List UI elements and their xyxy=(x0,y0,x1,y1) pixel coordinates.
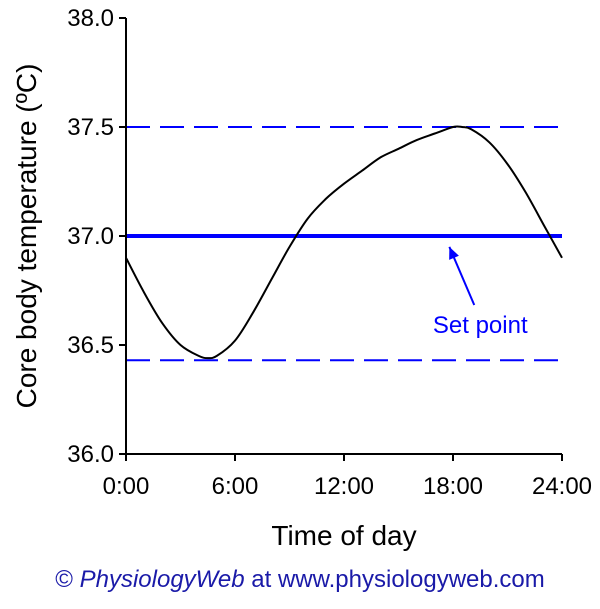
x-tick-label: 18:00 xyxy=(423,473,483,500)
x-tick-label: 6:00 xyxy=(212,473,259,500)
x-axis-title: Time of day xyxy=(271,520,416,551)
set-point-arrowhead xyxy=(449,246,459,260)
x-tick-label: 0:00 xyxy=(103,473,150,500)
x-tick-label: 24:00 xyxy=(532,473,592,500)
temperature-chart: 0:00 6:00 12:00 18:00 24:00 36.0 36.5 37.0 37.5… xyxy=(11,5,592,551)
y-axis-title: Core body temperature (ºC) xyxy=(11,64,42,409)
y-tick-label: 36.5 xyxy=(67,332,114,359)
x-ticks: 0:00 6:00 12:00 18:00 24:00 xyxy=(103,454,592,500)
credit-url: www.physiologyweb.com xyxy=(277,566,545,593)
credit-line: © PhysiologyWeb at www.physiologyweb.com xyxy=(0,566,600,594)
y-tick-label: 37.0 xyxy=(67,223,114,250)
x-tick-label: 12:00 xyxy=(314,473,374,500)
temperature-curve xyxy=(125,125,563,360)
reference-lines xyxy=(126,126,562,362)
credit-brand: PhysiologyWeb xyxy=(79,566,245,593)
set-point-label: Set point xyxy=(433,312,528,339)
y-tick-label: 38.0 xyxy=(67,5,114,32)
y-tick-label: 36.0 xyxy=(67,441,114,468)
y-ticks: 36.0 36.5 37.0 37.5 38.0 xyxy=(67,5,126,468)
y-tick-label: 37.5 xyxy=(67,114,114,141)
annotations: Set point xyxy=(433,246,528,339)
credit-middle: at xyxy=(251,566,272,593)
copyright-symbol: © xyxy=(55,566,73,593)
